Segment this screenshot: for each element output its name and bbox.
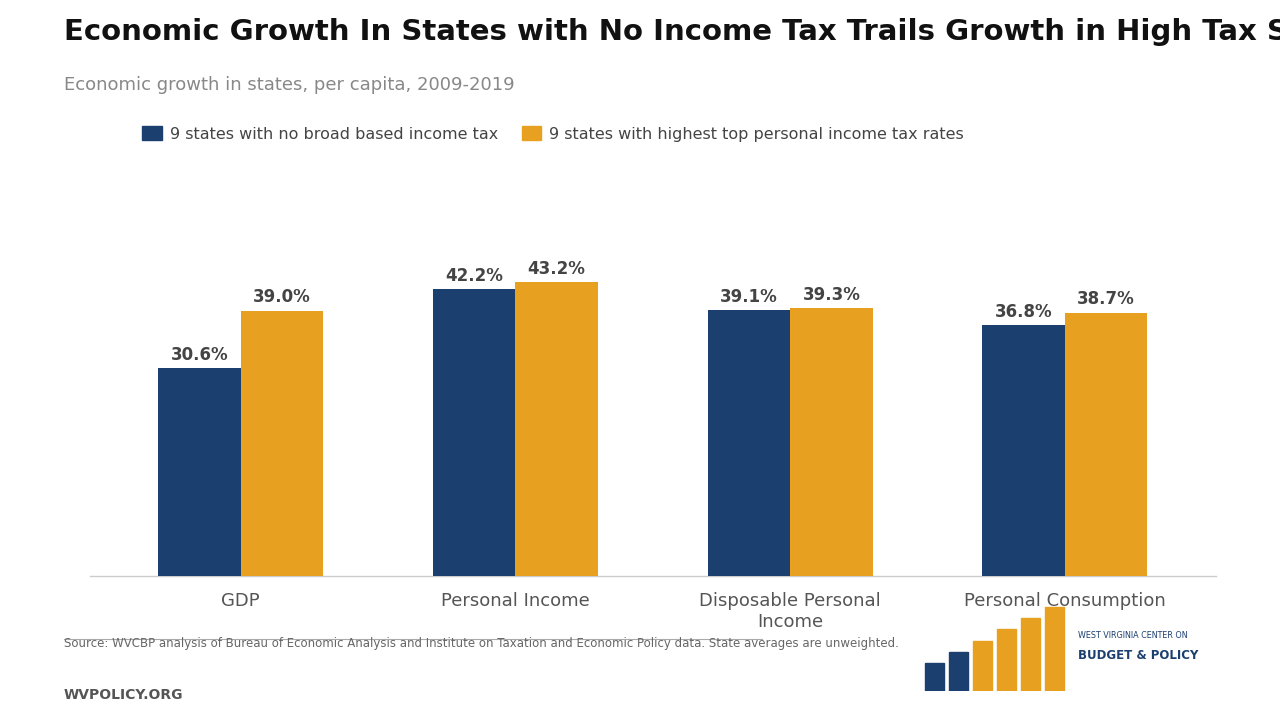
Text: 39.0%: 39.0% xyxy=(253,289,311,307)
Bar xyxy=(983,325,1065,576)
Bar xyxy=(708,310,790,576)
Bar xyxy=(241,310,323,576)
Text: 43.2%: 43.2% xyxy=(527,260,585,278)
Bar xyxy=(973,641,992,691)
Bar xyxy=(1021,618,1039,691)
Bar xyxy=(997,629,1016,691)
Text: 36.8%: 36.8% xyxy=(995,303,1052,321)
Text: Economic Growth In States with No Income Tax Trails Growth in High Tax States: Economic Growth In States with No Income… xyxy=(64,18,1280,46)
Text: BUDGET & POLICY: BUDGET & POLICY xyxy=(1078,649,1199,662)
Text: 38.7%: 38.7% xyxy=(1078,290,1135,308)
Text: Economic growth in states, per capita, 2009-2019: Economic growth in states, per capita, 2… xyxy=(64,76,515,94)
Text: 30.6%: 30.6% xyxy=(170,346,228,364)
Bar xyxy=(516,282,598,576)
Legend: 9 states with no broad based income tax, 9 states with highest top personal inco: 9 states with no broad based income tax,… xyxy=(136,120,970,148)
Bar xyxy=(433,289,516,576)
Text: 42.2%: 42.2% xyxy=(445,266,503,284)
Bar xyxy=(159,368,241,576)
Text: Source: WVCBP analysis of Bureau of Economic Analysis and Institute on Taxation : Source: WVCBP analysis of Bureau of Econ… xyxy=(64,637,899,650)
Bar xyxy=(1044,607,1064,691)
Bar xyxy=(924,663,945,691)
Bar xyxy=(948,652,968,691)
Bar xyxy=(790,308,873,576)
Text: WVPOLICY.ORG: WVPOLICY.ORG xyxy=(64,688,183,701)
Text: WEST VIRGINIA CENTER ON: WEST VIRGINIA CENTER ON xyxy=(1078,631,1188,639)
Bar xyxy=(1065,312,1147,576)
Text: 39.1%: 39.1% xyxy=(721,288,778,306)
Text: 39.3%: 39.3% xyxy=(803,287,860,305)
